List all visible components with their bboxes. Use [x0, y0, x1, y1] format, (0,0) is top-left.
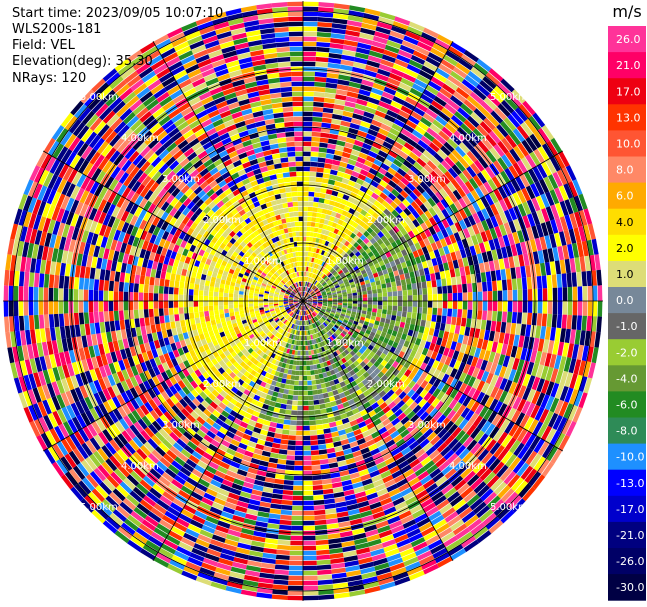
- ring-label: 4.00km: [121, 133, 159, 144]
- elevation-label: Elevation(deg): 35.30: [12, 54, 153, 69]
- velocity-sectors: [3, 1, 603, 601]
- ring-label: 1.00km: [244, 338, 282, 349]
- instrument-label: WLS200s-181: [12, 22, 102, 37]
- ring-label: 3.00km: [162, 174, 200, 185]
- start-time-label: Start time: 2023/09/05 10:07:10: [12, 6, 224, 21]
- ring-label: 2.00km: [367, 379, 405, 390]
- nrays-label: NRays: 120: [12, 71, 87, 86]
- ring-label: 4.00km: [449, 461, 487, 472]
- ring-label: 5.00km: [490, 92, 528, 103]
- ring-label: 5.00km: [490, 502, 528, 513]
- ring-label: 1.00km: [244, 256, 282, 267]
- ring-label: 1.00km: [326, 338, 364, 349]
- ring-label: 4.00km: [121, 461, 159, 472]
- range-ring-grid: [3, 1, 603, 601]
- field-label: Field: VEL: [12, 38, 75, 53]
- ring-label: 1.00km: [326, 256, 364, 267]
- ring-label: 4.00km: [449, 133, 487, 144]
- ring-label: 5.00km: [80, 92, 118, 103]
- ring-label: 2.00km: [203, 215, 241, 226]
- range-ring-labels: 1.00km 1.00km 1.00km 1.00km 2.00km 2.00km 2.00…: [80, 92, 528, 513]
- ring-label: 3.00km: [408, 174, 446, 185]
- ring-label: 2.00km: [367, 215, 405, 226]
- ring-label: 3.00km: [408, 420, 446, 431]
- ring-label: 5.00km: [80, 502, 118, 513]
- ring-label: 2.00km: [203, 379, 241, 390]
- ring-label: 3.00km: [162, 420, 200, 431]
